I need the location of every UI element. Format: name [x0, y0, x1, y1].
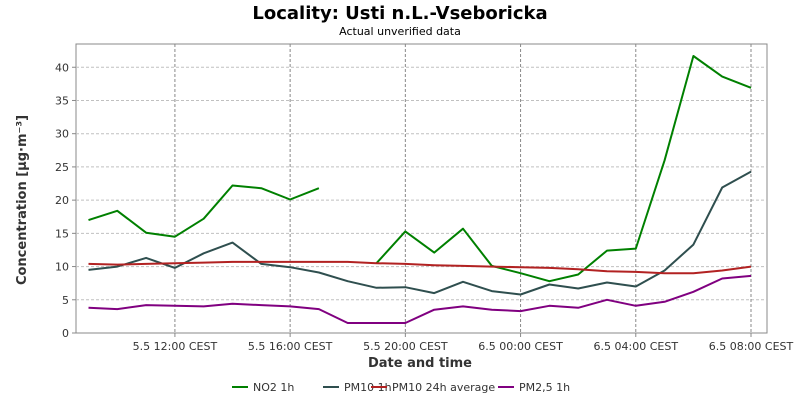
legend-label-no2-1h: NO2 1h — [253, 381, 294, 394]
y-tick-label: 5 — [62, 294, 69, 307]
x-tick-label: 5.5 16:00 CEST — [248, 340, 333, 353]
y-tick-label: 25 — [55, 161, 69, 174]
x-axis-label: Date and time — [368, 356, 472, 371]
plot-area: 0 5 10 15 20 25 30 35 40 5.5 12:00 CEST 5.5 16:00 … — [55, 43, 794, 353]
x-tick-label: 5.5 12:00 CEST — [133, 340, 218, 353]
y-tick-label: 40 — [55, 61, 69, 74]
x-tick-label: 6.5 08:00 CEST — [709, 340, 794, 353]
chart-subtitle: Actual unverified data — [339, 25, 461, 38]
plot-frame — [75, 43, 768, 334]
legend-label-pm10-1h: PM10 1h — [344, 381, 392, 394]
y-tick-label: 30 — [55, 128, 69, 141]
legend-label-pm10-24h-average: PM10 24h average — [392, 381, 495, 394]
series-line-no2-1h — [375, 55, 752, 283]
y-tick-label: 20 — [55, 194, 69, 207]
y-tick-label: 35 — [55, 94, 69, 107]
series-line-pm10-24h-average — [88, 260, 752, 275]
series-line-pm2-5-1h — [88, 274, 752, 324]
y-tick-label: 15 — [55, 227, 69, 240]
series-line-pm10-1h — [88, 170, 752, 296]
y-tick-label: 10 — [55, 261, 69, 274]
legend: NO2 1h PM10 1h PM10 24h average PM2,5 1h — [232, 381, 570, 394]
x-tick-label: 6.5 00:00 CEST — [478, 340, 563, 353]
legend-label-pm2-5-1h: PM2,5 1h — [519, 381, 570, 394]
y-axis-label: Concentration [µg·m⁻³] — [15, 115, 30, 285]
x-tick-label: 5.5 20:00 CEST — [363, 340, 448, 353]
chart-title: Locality: Usti n.L.-Vseboricka — [252, 3, 547, 24]
series-line-no2-1h — [88, 184, 320, 238]
y-tick-label: 0 — [62, 327, 69, 340]
x-tick-label: 6.5 04:00 CEST — [594, 340, 679, 353]
